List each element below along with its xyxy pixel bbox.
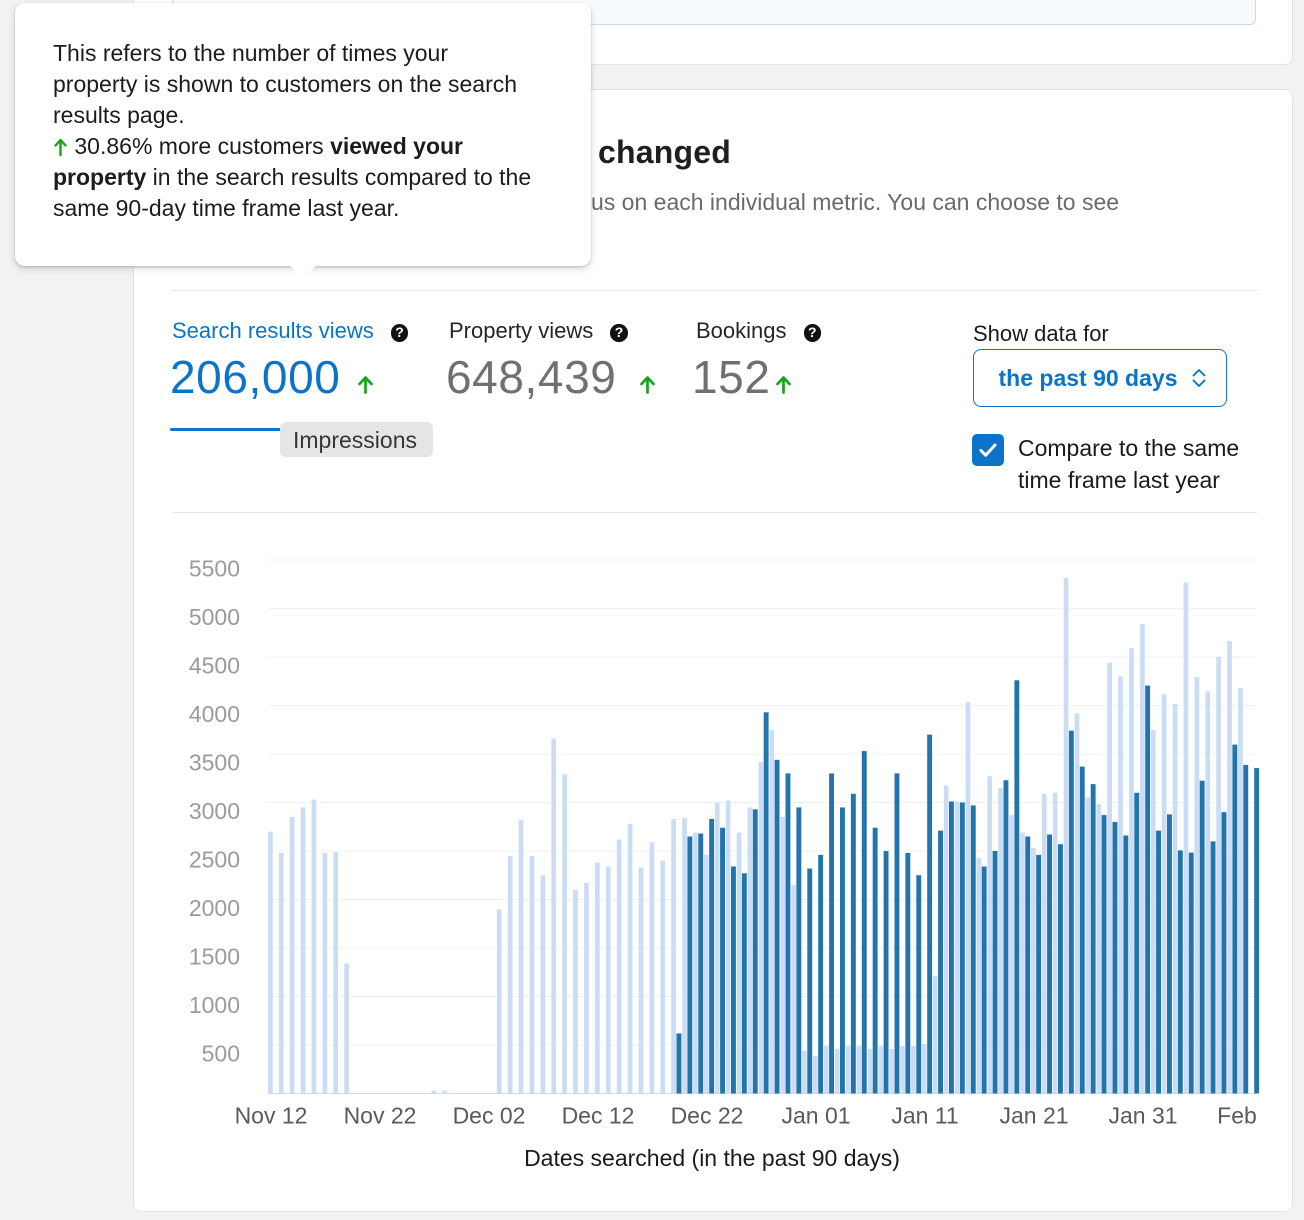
svg-text:500: 500 xyxy=(202,1041,240,1067)
svg-text:Jan 01: Jan 01 xyxy=(781,1103,850,1129)
svg-text:Jan 31: Jan 31 xyxy=(1108,1103,1177,1129)
svg-text:3000: 3000 xyxy=(189,798,240,824)
svg-text:Dec 12: Dec 12 xyxy=(562,1103,635,1129)
svg-text:Dates searched (in the past 90: Dates searched (in the past 90 days) xyxy=(524,1145,900,1171)
svg-text:Nov 22: Nov 22 xyxy=(344,1103,417,1129)
svg-text:4500: 4500 xyxy=(189,653,240,679)
svg-text:Dec 02: Dec 02 xyxy=(453,1103,526,1129)
svg-text:5500: 5500 xyxy=(189,556,240,582)
svg-text:Dec 22: Dec 22 xyxy=(671,1103,744,1129)
svg-text:4000: 4000 xyxy=(189,701,240,727)
svg-text:Nov 12: Nov 12 xyxy=(235,1103,308,1129)
svg-text:1000: 1000 xyxy=(189,992,240,1018)
svg-text:5000: 5000 xyxy=(189,604,240,630)
svg-text:Jan 21: Jan 21 xyxy=(999,1103,1068,1129)
svg-text:3500: 3500 xyxy=(189,750,240,776)
svg-text:2500: 2500 xyxy=(189,847,240,873)
svg-text:Feb: Feb xyxy=(1217,1103,1257,1129)
svg-text:2000: 2000 xyxy=(189,895,240,921)
svg-text:Jan 11: Jan 11 xyxy=(891,1103,958,1129)
svg-text:1500: 1500 xyxy=(189,944,240,970)
